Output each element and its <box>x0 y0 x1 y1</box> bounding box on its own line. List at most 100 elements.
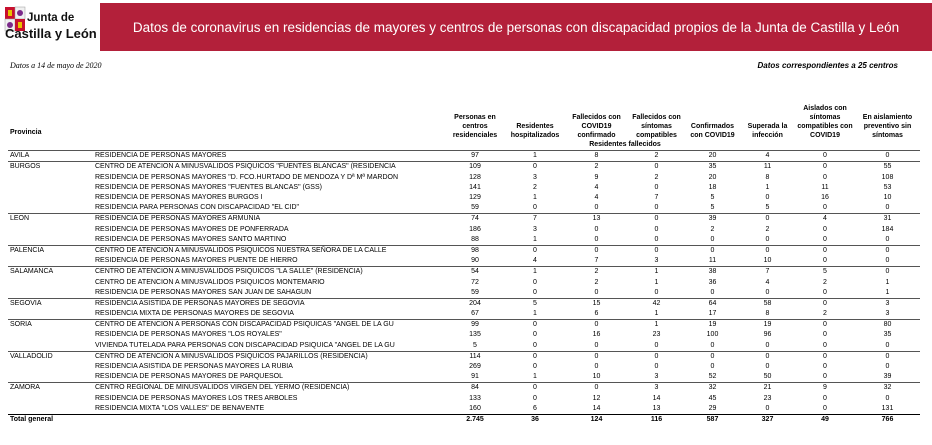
cell-value: 35 <box>883 331 892 339</box>
cell-value: 0 <box>740 350 795 362</box>
total-value: 327 <box>740 413 795 426</box>
cell-value: 10 <box>883 194 892 202</box>
cell-value: 0 <box>628 350 685 362</box>
empty-cell <box>8 394 93 404</box>
cell-value: 12 <box>592 394 601 402</box>
cell-value: 5 <box>765 204 770 212</box>
cell-value: 0 <box>765 341 770 349</box>
page-title: Datos de coronavirus en residencias de m… <box>132 19 900 35</box>
empty-cell <box>8 404 93 415</box>
cell-value: 53 <box>883 183 892 191</box>
total-value: 49 <box>795 413 855 426</box>
empty-cell <box>855 140 920 151</box>
center-name: RESIDENCIA DE PERSONAS MAYORES "D. FCO.H… <box>95 173 399 181</box>
cell-value: 184 <box>881 225 894 233</box>
cell-value: 54 <box>445 266 505 278</box>
empty-cell <box>8 277 93 287</box>
center-name: RESIDENCIA DE PERSONAS MAYORES <box>93 150 445 162</box>
cell-value: 3 <box>855 297 920 309</box>
cell-value: 2 <box>823 278 827 286</box>
column-header: Fallecidos con COVID19 confirmado <box>572 114 621 139</box>
cell-value: 29 <box>708 404 717 412</box>
province: AVILA <box>8 150 93 162</box>
center-name: CENTRO REGIONAL DE MINUSVALIDOS VIRGEN D… <box>93 382 445 394</box>
data-row: RESIDENCIA DE PERSONAS MAYORES "LOS ROYA… <box>8 330 920 340</box>
cell-value: 13 <box>652 404 661 412</box>
cell-value: 1 <box>885 278 890 286</box>
total-value: 2.745 <box>445 413 505 426</box>
province: ZAMORA <box>8 382 93 394</box>
cell-value: 5 <box>473 341 477 349</box>
cell-value: 0 <box>594 288 599 296</box>
data-row: RESIDENCIA DE PERSONAS MAYORES "D. FCO.H… <box>8 173 920 183</box>
cell-value: 11 <box>740 161 795 173</box>
center-name: RESIDENCIA DE PERSONAS MAYORES DE PARQUE… <box>95 373 284 381</box>
empty-cell <box>795 140 855 151</box>
data-row: RESIDENCIA DE PERSONAS MAYORES BURGOS I 1… <box>8 193 920 203</box>
column-header: Provincia <box>10 129 42 136</box>
cell-value: 23 <box>763 394 772 402</box>
data-row: RESIDENCIA ASISTIDA DE PERSONAS MAYORES … <box>8 362 920 372</box>
empty-cell <box>740 140 795 151</box>
empty-cell <box>8 256 93 267</box>
column-header: Fallecidos con síntomas compatibles <box>632 114 681 139</box>
cell-value: 0 <box>654 288 659 296</box>
cell-value: 0 <box>795 350 855 362</box>
empty-cell <box>445 140 505 151</box>
cell-value: 32 <box>685 382 740 394</box>
cell-value: 1 <box>533 235 537 243</box>
total-value: 116 <box>628 413 685 426</box>
province: BURGOS <box>8 161 93 173</box>
cell-value: 8 <box>765 173 770 181</box>
column-header: Confirmados con COVID19 <box>690 123 735 139</box>
province: SALAMANCA <box>8 266 93 278</box>
data-row: RESIDENCIA DE PERSONAS MAYORES PUENTE DE… <box>8 256 920 267</box>
cell-value: 0 <box>855 350 920 362</box>
cell-value: 0 <box>823 204 827 212</box>
cell-value: 0 <box>505 244 565 257</box>
empty-cell <box>8 362 93 372</box>
cell-value: 2 <box>565 266 628 278</box>
cell-value: 7 <box>654 194 659 202</box>
cell-value: 0 <box>823 288 827 296</box>
total-value: 36 <box>505 413 565 426</box>
cell-value: 7 <box>594 257 599 265</box>
cell-value: 8 <box>765 310 770 318</box>
column-header: En aislamiento preventivo sin síntomas <box>862 114 913 139</box>
empty-cell <box>8 235 93 246</box>
data-row: RESIDENCIA DE PERSONAS MAYORES SANTO MAR… <box>8 235 920 246</box>
cell-value: 0 <box>594 363 599 371</box>
cell-value: 0 <box>594 341 599 349</box>
cell-value: 19 <box>685 319 740 331</box>
cell-value: 0 <box>855 266 920 278</box>
empty-cell <box>8 183 93 193</box>
cell-value: 15 <box>565 297 628 309</box>
cell-value: 1 <box>505 266 565 278</box>
center-name: CENTRO DE ATENCION A MINUSVALIDOS PSIQUI… <box>93 161 445 173</box>
cell-value: 2 <box>765 225 770 233</box>
cell-value: 84 <box>445 382 505 394</box>
cell-value: 0 <box>505 161 565 173</box>
center-name: RESIDENCIA ASISTIDA DE PERSONAS MAYORES … <box>95 363 293 371</box>
center-name: CENTRO DE ATENCION A MINUSVALIDOS PSIQUI… <box>93 350 445 362</box>
cell-value: 39 <box>685 213 740 225</box>
data-row: RESIDENCIA MIXTA "LOS VALLES" DE BENAVEN… <box>8 404 920 415</box>
column-header: Superada la infección <box>747 123 788 139</box>
cell-value: 0 <box>823 225 827 233</box>
cell-value: 23 <box>652 331 661 339</box>
cell-value: 0 <box>505 350 565 362</box>
empty-cell <box>8 173 93 183</box>
center-name: CENTRO DE ATENCION A MINUSVALIDOS PSIQUI… <box>93 266 445 278</box>
cell-value: 0 <box>533 278 537 286</box>
cell-value: 11 <box>708 257 717 265</box>
logo-shield <box>4 6 26 32</box>
total-row: Total general 2.745 36 124 116 587 327 49 766 <box>8 413 920 426</box>
cell-value: 0 <box>505 382 565 394</box>
data-row: RESIDENCIA DE PERSONAS MAYORES "FUENTES … <box>8 183 920 193</box>
cell-value: 0 <box>885 363 890 371</box>
cell-value: 2 <box>533 183 537 191</box>
center-name: CENTRO DE ATENCION A PERSONAS CON DISCAP… <box>93 319 445 331</box>
note: Datos correspondientes a 25 centros <box>757 61 899 70</box>
total-value: 587 <box>685 413 740 426</box>
